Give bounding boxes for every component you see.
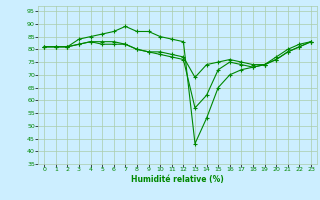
X-axis label: Humidité relative (%): Humidité relative (%): [131, 175, 224, 184]
